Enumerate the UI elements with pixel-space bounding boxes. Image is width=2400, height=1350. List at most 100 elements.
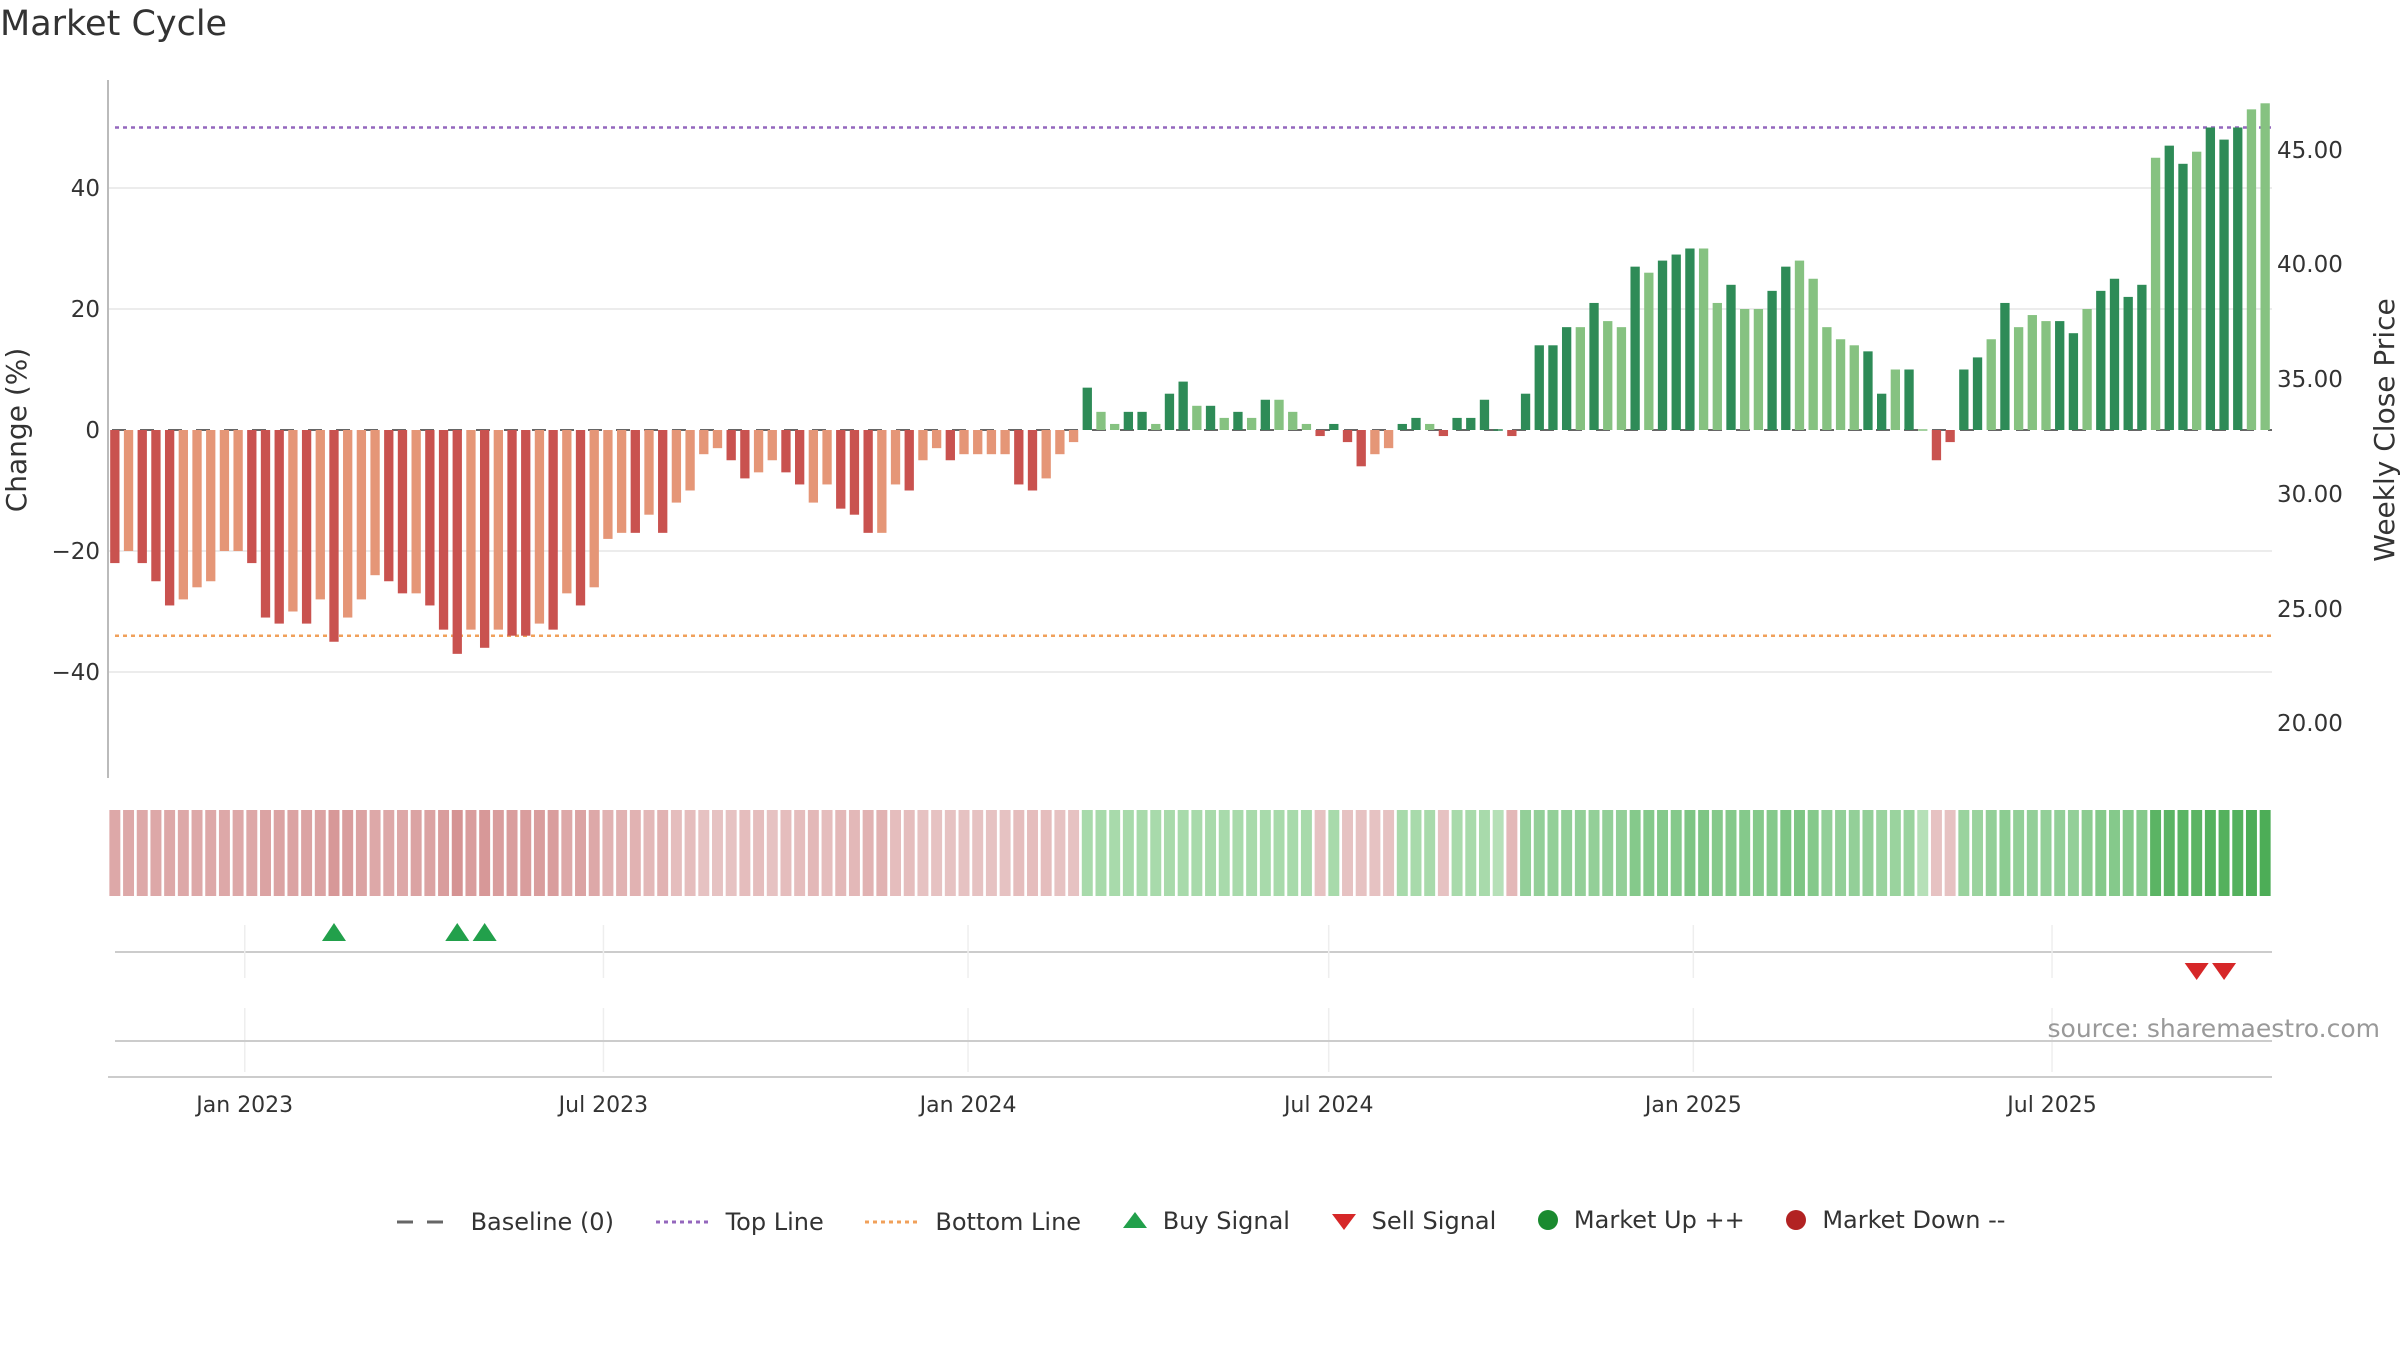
cycle-cell: [643, 810, 655, 896]
bar: [986, 430, 997, 455]
bar: [1534, 345, 1544, 430]
bar: [370, 430, 380, 576]
cycle-cell: [109, 810, 121, 896]
bar: [1781, 266, 1791, 430]
cycle-cell: [862, 810, 874, 896]
bar: [2041, 321, 2051, 430]
signal-panel: [115, 923, 2272, 980]
bar: [1288, 411, 1298, 430]
bar: [2137, 284, 2147, 430]
bar: [1425, 423, 1435, 430]
bar: [1877, 393, 1887, 430]
cycle-cell: [1903, 810, 1915, 896]
legend-market-up: Market Up ++: [1536, 1206, 1745, 1234]
cycle-cell: [1739, 810, 1751, 896]
cycle-cell: [1629, 810, 1641, 896]
cycle-cell: [150, 810, 162, 896]
cycle-cell: [520, 810, 532, 896]
y2-tick-label: 25.00: [2277, 597, 2343, 623]
cycle-cell: [2163, 810, 2175, 896]
bar: [1808, 278, 1818, 430]
bar: [548, 430, 558, 630]
bar: [616, 430, 627, 533]
top-line-dots-icon: [655, 1220, 710, 1224]
bar: [877, 430, 887, 533]
cycle-cell: [1930, 810, 1942, 896]
bar: [2027, 315, 2037, 430]
cycle-cell: [492, 810, 504, 896]
x-tick-label: Jul 2023: [557, 1093, 649, 1118]
cycle-cell: [1520, 810, 1532, 896]
y2-axis-label: Weekly Close Price: [2368, 298, 2400, 561]
cycle-cell: [1561, 810, 1573, 896]
cycle-cell: [383, 810, 395, 896]
bar: [1260, 399, 1270, 430]
bar: [452, 430, 462, 654]
bar: [1123, 411, 1134, 430]
cycle-cell: [1424, 810, 1436, 896]
bar: [1041, 430, 1051, 479]
cycle-cell: [1602, 810, 1614, 896]
cycle-cell: [260, 810, 271, 896]
bar: [1452, 417, 1462, 430]
cycle-cell: [1657, 810, 1668, 896]
bar: [1329, 423, 1339, 430]
y2-tick-label: 45.00: [2277, 138, 2343, 164]
triangle-down-icon: [1331, 1214, 1356, 1230]
bar: [1767, 290, 1777, 430]
bar: [890, 430, 901, 485]
cycle-cell: [753, 810, 765, 896]
cycle-cell: [2136, 810, 2148, 896]
bar: [164, 430, 175, 606]
bar: [1301, 423, 1312, 430]
cycle-cell: [1711, 810, 1723, 896]
bottom-line-dots-icon: [865, 1220, 920, 1224]
cycle-cell: [1985, 810, 1997, 896]
bar: [1082, 387, 1092, 430]
cycle-cell: [1259, 810, 1271, 896]
bar: [1466, 417, 1476, 430]
cycle-cell: [794, 810, 806, 896]
cycle-cell: [2232, 810, 2244, 896]
bar: [1698, 248, 1709, 430]
y2-tick-label: 35.00: [2277, 367, 2343, 393]
bar-layer: [110, 103, 2270, 654]
x-tick-label: Jul 2025: [2005, 1093, 2097, 1118]
bar: [767, 430, 777, 461]
cycle-cell: [1835, 810, 1847, 896]
cycle-cell: [438, 810, 450, 896]
cycle-cell: [2204, 810, 2216, 896]
bar: [1644, 272, 1654, 430]
cycle-cell: [465, 810, 477, 896]
bar: [356, 430, 367, 600]
cycle-cell: [1232, 810, 1244, 896]
bar: [2178, 163, 2188, 431]
cycle-cell: [1218, 810, 1230, 896]
cycle-cell: [1725, 810, 1737, 896]
bar: [658, 430, 668, 533]
bar: [1000, 430, 1010, 455]
cycle-cell: [2245, 810, 2257, 896]
cycle-cell: [1821, 810, 1833, 896]
triangle-up-icon: [1122, 1212, 1147, 1228]
bar: [1055, 430, 1065, 455]
bar: [671, 430, 682, 503]
cycle-cell: [684, 810, 696, 896]
cycle-cell: [191, 810, 203, 896]
circle-red-icon: [1786, 1210, 1807, 1230]
cycle-cell: [218, 810, 230, 896]
chart-title: Market Cycle: [0, 4, 228, 44]
bar: [2219, 139, 2229, 430]
bar: [1411, 417, 1421, 430]
legend-sell: Sell Signal: [1330, 1207, 1496, 1235]
bar: [1342, 430, 1353, 443]
legend-bottom-line-label: Bottom Line: [935, 1208, 1082, 1236]
cycle-cell: [1342, 810, 1353, 896]
bar: [931, 430, 942, 449]
cycle-cell: [1794, 810, 1805, 896]
bar: [411, 430, 421, 594]
bar: [795, 430, 805, 485]
bar: [1096, 411, 1106, 430]
cycle-cell: [917, 810, 929, 896]
